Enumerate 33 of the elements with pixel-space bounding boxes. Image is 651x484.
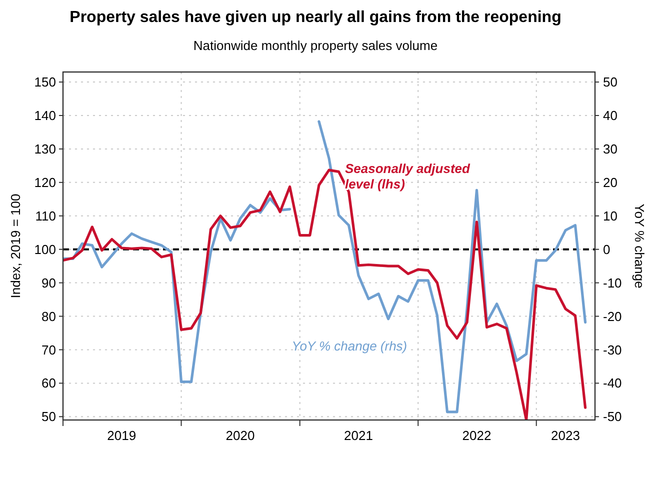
y2-tick-label: -10 [603, 275, 622, 290]
y-tick-label: 150 [34, 74, 56, 90]
y2-tick-label: -30 [603, 342, 622, 358]
chart-subtitle: Nationwide monthly property sales volume [193, 38, 438, 53]
y-axis-title: Index, 2019 = 100 [8, 194, 23, 298]
y2-tick-label: 0 [603, 242, 610, 257]
y-tick-label: 100 [34, 242, 56, 257]
y2-tick-label: 20 [603, 174, 618, 190]
y-tick-label: 50 [42, 409, 56, 424]
x-tick-label: 2022 [462, 428, 492, 443]
y-tick-label: 90 [42, 275, 56, 290]
x-tick-label: 2021 [344, 428, 373, 443]
y2-tick-label: 40 [603, 108, 618, 124]
series-label: Seasonally adjusted level (lhs) [344, 160, 472, 192]
y-tick-label: 70 [42, 342, 56, 358]
chart-title: Property sales have given up nearly all gains from the reopening [70, 9, 562, 26]
y-tick-label: 140 [34, 108, 56, 124]
y-tick-label: 130 [34, 142, 56, 157]
y2-axis-title: YoY % change [632, 204, 647, 288]
y2-tick-label: 50 [603, 74, 618, 90]
x-tick-label: 2019 [107, 428, 136, 443]
x-tick-label: 2023 [551, 428, 580, 443]
y2-tick-label: -50 [603, 409, 622, 424]
y2-tick-label: 10 [603, 208, 618, 224]
y2-tick-label: 30 [603, 142, 618, 157]
y-tick-label: 80 [42, 308, 56, 324]
y-tick-label: 110 [35, 208, 56, 224]
x-tick-label: 2020 [226, 428, 255, 443]
text: YoY % change (rhs) [292, 338, 408, 354]
y-tick-label: 120 [34, 174, 56, 190]
y-tick-label: 60 [42, 376, 56, 391]
y2-tick-label: -20 [603, 308, 622, 324]
y2-tick-label: -40 [603, 376, 622, 391]
